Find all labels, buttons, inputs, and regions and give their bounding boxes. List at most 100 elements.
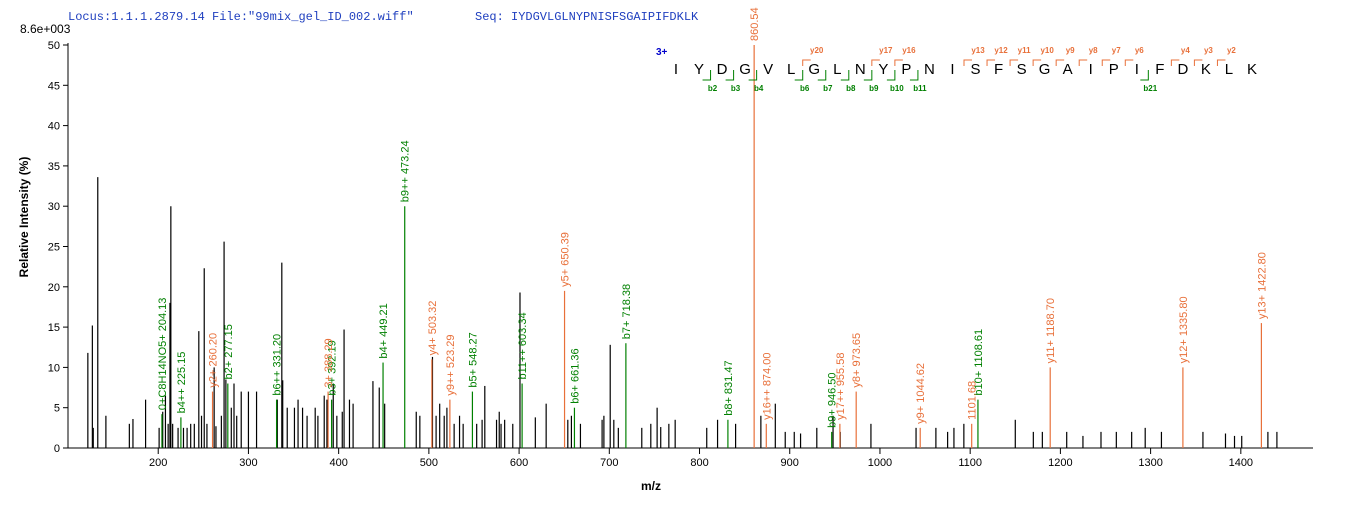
cleavage-mark	[748, 70, 758, 81]
residue: I	[1089, 61, 1093, 78]
y-ion-label: y10	[1040, 46, 1054, 55]
b-ion-label: b21	[1143, 84, 1157, 93]
b-ion-label: b4	[754, 84, 764, 93]
cleavage-mark	[1032, 59, 1042, 66]
cleavage-mark	[1140, 70, 1149, 81]
residue: D	[717, 61, 728, 78]
peak-label: y11+ 1188.70	[1045, 298, 1057, 363]
y-ion-label: y16	[902, 46, 916, 55]
b-ion-label: b7	[823, 84, 833, 93]
charge-label: 3+	[656, 47, 668, 58]
residue: G	[1039, 61, 1051, 78]
y-ion-label: y6	[1135, 46, 1144, 55]
x-tick-label: 1300	[1138, 457, 1162, 469]
peak-label: y5+ 650.39	[560, 232, 572, 287]
peak-label: y17++ 955.58	[835, 353, 847, 420]
x-tick-label: 700	[600, 457, 618, 469]
y-ion-label: y7	[1112, 46, 1121, 55]
y-ion-label: y3	[1204, 46, 1213, 55]
cleavage-mark	[963, 59, 972, 66]
residue: L	[833, 61, 841, 78]
cleavage-mark	[1124, 59, 1134, 66]
y-tick-label: 15	[48, 322, 60, 334]
residue: L	[787, 61, 795, 78]
y-ion-label: y13	[971, 46, 985, 55]
x-tick-label: 900	[781, 457, 799, 469]
peak-label: b6++ 331.20	[272, 334, 284, 396]
cleavage-mark	[794, 70, 804, 81]
peak-label: y16++ 874.00	[761, 353, 773, 420]
y-ion-label: y4	[1181, 46, 1190, 55]
peak-label: b4++ 225.15	[176, 352, 188, 414]
y-ion-label: y2	[1227, 46, 1236, 55]
residue: S	[971, 61, 981, 78]
cleavage-mark	[886, 70, 896, 81]
peak-label: 0+C8H14NO5+ 204.13	[157, 298, 169, 411]
y-ion-label: y9	[1066, 46, 1075, 55]
residue: L	[1225, 61, 1233, 78]
y-tick-label: 20	[48, 282, 60, 294]
peak-label: 1101.68	[967, 381, 979, 420]
y-ion-label: y20	[810, 46, 824, 55]
y-ion-label: y12	[994, 46, 1008, 55]
cleavage-mark	[863, 70, 873, 81]
peak-label: y8+ 973.65	[851, 333, 863, 388]
peak-label: 3+ 388.29	[323, 338, 335, 387]
peak-label: b5+ 548.27	[467, 332, 479, 387]
residue: V	[763, 61, 773, 78]
cleavage-mark	[909, 70, 919, 81]
x-tick-label: 1200	[1048, 457, 1072, 469]
scale-label: 8.6e+003	[20, 22, 71, 36]
sequence-header: Seq: IYDGVLGLNYPNISFSGAIPIFDKLK	[475, 10, 699, 24]
y-ion-label: y8	[1089, 46, 1098, 55]
cleavage-mark	[1216, 59, 1226, 66]
peak-label: b9+ 946.50	[827, 373, 839, 428]
x-tick-label: 800	[690, 457, 708, 469]
residue: I	[674, 61, 678, 78]
b-ion-label: b9	[869, 84, 879, 93]
y-axis-label: Relative Intensity (%)	[17, 157, 31, 278]
residue: S	[1017, 61, 1027, 78]
y-ion-label: y11	[1018, 46, 1031, 55]
peak-label: b7+ 718.38	[621, 284, 633, 339]
residue: G	[808, 61, 820, 78]
peak-label: y13+ 1422.80	[1256, 252, 1268, 319]
cleavage-mark	[840, 70, 850, 81]
peak-label: y9++ 523.29	[445, 334, 457, 395]
x-tick-label: 400	[329, 457, 347, 469]
residue: F	[994, 61, 1003, 78]
b-ion-label: b8	[846, 84, 856, 93]
y-ion-label: y17	[879, 46, 893, 55]
y-tick-label: 0	[54, 443, 60, 455]
residue: N	[924, 61, 935, 78]
peak-label: y4+ 503.32	[427, 301, 439, 356]
header: Locus:1.1.1.2879.14 File:"99mix_gel_ID_0…	[68, 10, 414, 24]
residue: F	[1155, 61, 1164, 78]
residue: I	[1135, 61, 1139, 78]
cleavage-mark	[1055, 59, 1065, 66]
b-ion-label: b3	[731, 84, 741, 93]
cleavage-mark	[1101, 59, 1111, 66]
residue: D	[1177, 61, 1188, 78]
cleavage-mark	[817, 70, 827, 81]
y-tick-label: 40	[48, 121, 60, 133]
peak-label: b3+ 392.19	[327, 340, 339, 395]
cleavage-mark	[702, 70, 712, 81]
peak-label: y2+ 260.20	[208, 333, 220, 388]
residue: A	[1063, 61, 1073, 78]
residue: K	[1247, 61, 1257, 78]
cleavage-mark	[1193, 59, 1203, 66]
cleavage-mark	[986, 59, 996, 66]
cleavage-mark	[1170, 59, 1180, 66]
x-axis-label: m/z	[641, 479, 661, 493]
residue: P	[1109, 61, 1119, 78]
peak-label: b8+ 831.47	[723, 360, 735, 415]
x-tick-label: 1100	[958, 457, 982, 469]
x-tick-label: 300	[239, 457, 257, 469]
peak-label: b6+ 661.36	[569, 348, 581, 403]
residue: I	[950, 61, 954, 78]
residue: Y	[878, 61, 888, 78]
cleavage-mark	[894, 59, 903, 66]
peak-label: b4+ 449.21	[378, 303, 390, 358]
